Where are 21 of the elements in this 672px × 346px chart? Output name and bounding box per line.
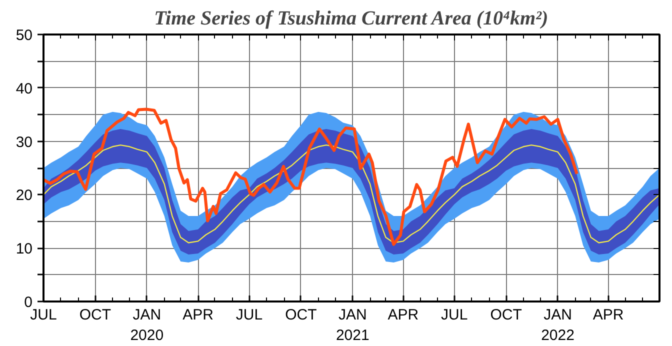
y-tick-label: 50 (16, 27, 33, 44)
line-series (44, 108, 578, 246)
x-tick-label: OCT (79, 306, 112, 324)
x-tick-label: OCT (490, 306, 522, 324)
y-tick-label: 40 (16, 80, 33, 98)
y-tick-label: 0 (24, 294, 32, 311)
x-tick-label: JUL (236, 306, 263, 324)
x-tick-label: APR (388, 306, 419, 324)
x-tick-label: JUL (441, 306, 468, 324)
x-tick-label: APR (592, 306, 624, 324)
x-tick-label: APR (182, 306, 214, 324)
x-tick-label: JUL (30, 306, 57, 324)
line-series (44, 144, 660, 244)
y-tick-label: 10 (16, 240, 33, 258)
x-tick-label: JAN 2022 (541, 306, 574, 344)
x-tick-label: OCT (285, 306, 317, 324)
y-tick-label: 20 (16, 187, 33, 204)
chart-title: Time Series of Tsushima Current Area (10⁴km²) (154, 8, 548, 30)
y-tick-label: 30 (16, 134, 33, 151)
x-tick-label: JAN 2020 (130, 306, 164, 344)
x-tick-label: JAN 2021 (336, 306, 370, 344)
